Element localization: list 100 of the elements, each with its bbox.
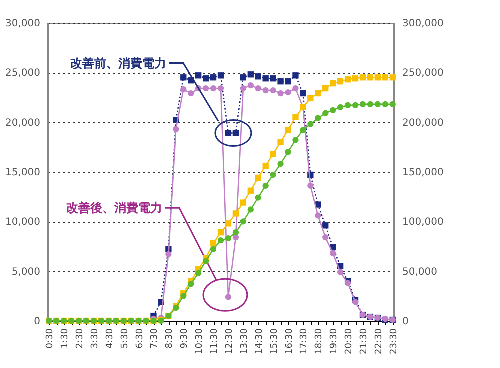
point xyxy=(225,220,232,227)
y-tick-label: 0 xyxy=(34,316,40,328)
point xyxy=(225,235,232,242)
point xyxy=(248,72,254,78)
x-tick-label: 21:30 xyxy=(359,328,370,354)
point xyxy=(308,121,314,128)
point xyxy=(300,90,306,97)
y2-tick-label: 200,000 xyxy=(402,118,444,129)
y-tick-label: 15,000 xyxy=(6,168,40,178)
x-tick-label: 10:30 xyxy=(195,328,206,354)
point xyxy=(382,101,388,108)
y-tick-label: 20,000 xyxy=(6,118,40,129)
x-tick-label: 6:30 xyxy=(135,328,146,349)
point xyxy=(374,74,382,81)
x-tick-label: 16:30 xyxy=(284,328,295,354)
point xyxy=(196,270,202,276)
point xyxy=(218,72,224,79)
x-tick-label: 15:30 xyxy=(270,328,280,354)
x-tick-label: 0:30 xyxy=(46,328,56,349)
point xyxy=(285,78,292,85)
point xyxy=(330,107,336,114)
point xyxy=(360,74,366,81)
point xyxy=(218,230,224,236)
point xyxy=(210,85,217,92)
y-tick-label: 5,000 xyxy=(12,266,40,278)
x-tick-label: 11:30 xyxy=(210,328,220,354)
point xyxy=(285,127,292,134)
point xyxy=(180,74,187,81)
point xyxy=(315,212,322,219)
point xyxy=(240,85,246,92)
point xyxy=(367,74,374,81)
point xyxy=(330,250,336,257)
point xyxy=(285,89,292,96)
point xyxy=(166,251,172,258)
point xyxy=(180,293,187,300)
point xyxy=(210,246,217,253)
point xyxy=(255,74,262,80)
point xyxy=(188,281,194,288)
point xyxy=(210,240,217,247)
y2-tick-label: 0 xyxy=(402,316,409,328)
point xyxy=(374,101,382,108)
point xyxy=(270,76,276,82)
point xyxy=(315,115,322,122)
point xyxy=(262,87,269,94)
point xyxy=(240,200,246,206)
x-tick-label: 5:30 xyxy=(120,328,130,349)
point xyxy=(382,74,388,81)
point xyxy=(218,85,224,92)
point xyxy=(202,76,210,82)
y2-tick-label: 150,000 xyxy=(402,168,444,178)
point xyxy=(367,101,374,108)
point xyxy=(292,114,299,120)
point xyxy=(360,101,366,108)
point xyxy=(300,127,306,134)
point xyxy=(210,74,217,81)
point xyxy=(278,160,284,168)
point xyxy=(308,95,314,102)
point xyxy=(315,90,322,97)
x-tick-label: 22:30 xyxy=(374,328,384,354)
x-tick-label: 1:30 xyxy=(60,328,71,349)
point xyxy=(173,126,180,132)
x-tick-label: 9:30 xyxy=(180,328,190,349)
point xyxy=(330,80,336,87)
point xyxy=(248,188,254,194)
point xyxy=(322,110,329,116)
x-tick-label: 23:30 xyxy=(389,328,400,354)
point xyxy=(240,218,246,225)
y-tick-label: 10,000 xyxy=(6,217,40,228)
x-tick-label: 12:30 xyxy=(224,328,235,354)
x-tick-label: 13:30 xyxy=(240,328,250,354)
y-tick-label: 25,000 xyxy=(6,68,40,80)
point xyxy=(292,85,299,92)
point xyxy=(292,137,299,144)
point xyxy=(390,101,396,108)
point xyxy=(352,76,359,82)
point xyxy=(337,269,344,276)
point xyxy=(262,182,269,189)
point xyxy=(202,258,210,264)
point xyxy=(337,104,344,111)
point xyxy=(278,139,284,146)
point xyxy=(278,90,284,97)
point xyxy=(255,85,262,92)
point xyxy=(240,74,246,81)
point xyxy=(308,182,314,189)
y-tick-label: 30,000 xyxy=(6,18,40,30)
point xyxy=(202,85,210,92)
x-tick-label: 3:30 xyxy=(90,328,100,349)
point xyxy=(270,87,276,94)
point xyxy=(322,222,329,229)
point xyxy=(188,90,194,97)
point xyxy=(270,151,276,158)
point xyxy=(278,78,284,85)
point xyxy=(270,172,276,178)
point xyxy=(196,72,202,79)
point xyxy=(248,82,254,89)
point xyxy=(232,210,240,217)
x-tick-label: 8:30 xyxy=(165,328,176,349)
point xyxy=(322,234,329,241)
y2-tick-label: 300,000 xyxy=(402,18,444,30)
point xyxy=(344,102,352,109)
